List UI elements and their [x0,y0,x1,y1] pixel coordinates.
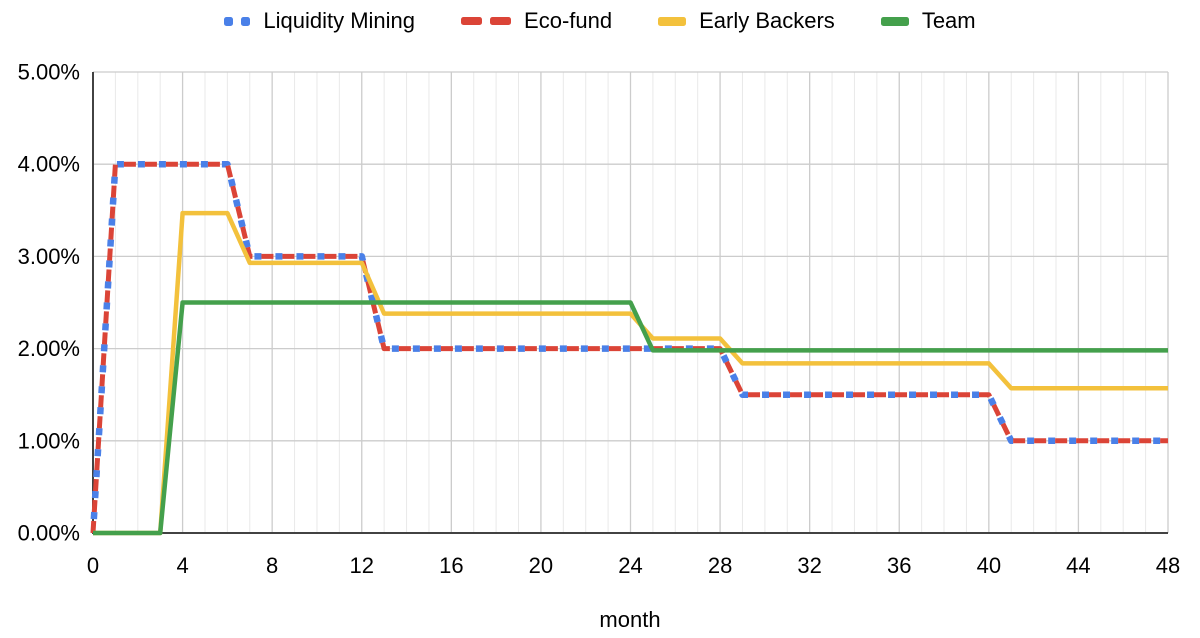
legend-label: Eco-fund [524,8,613,33]
axis-layer [92,72,1168,534]
legend-swatch-segment [461,17,483,25]
x-tick-label: 20 [529,553,553,578]
x-tick-label: 12 [350,553,374,578]
series-line-team [93,300,1168,536]
y-tick-label: 5.00% [18,60,80,85]
x-tick-label: 28 [708,553,732,578]
series-line-eco-fund [90,161,1168,534]
x-tick-label: 4 [176,553,188,578]
chart-legend: Liquidity Mining Eco-fund Early Backers Tea… [0,6,1200,36]
series-layer [89,160,1168,536]
legend-swatch-segment [880,16,909,26]
y-tick-label: 0.00% [18,521,80,546]
legend-swatch-segment [241,16,251,26]
y-tick-label: 1.00% [18,428,80,453]
legend-item-team[interactable]: Team [880,8,976,33]
legend-swatch-segment [490,17,512,25]
legend-label: Liquidity Mining [263,8,416,33]
label-layer: 0 4 8 12 16 20 24 28 32 36 40 44 480.00%1.00%2.00%3.… [18,60,1181,579]
x-tick-label: 48 [1156,553,1180,578]
legend-swatch-solid [880,16,909,26]
y-tick-label: 4.00% [18,152,80,177]
legend-label: Team [921,8,976,33]
y-tick-label: 2.00% [18,336,80,361]
x-tick-label: 24 [618,553,642,578]
legend-item-early-backers[interactable]: Early Backers [658,10,835,32]
x-tick-label: 44 [1066,553,1090,578]
legend-item-liquidity-mining[interactable]: Liquidity Mining [224,10,415,32]
x-tick-label: 36 [887,553,911,578]
legend-swatch-dotted [224,16,251,26]
series-line-early-backers [93,210,1168,536]
x-tick-label: 32 [797,553,821,578]
legend-item-eco-fund[interactable]: Eco-fund [461,10,612,32]
x-tick-label: 0 [87,553,99,578]
y-tick-label: 3.00% [18,244,80,269]
grid-layer [93,71,1169,533]
legend-label: Early Backers [699,8,835,33]
legend-swatch-segment [658,16,687,26]
legend-swatch-dashed [461,17,512,25]
legend-swatch-segment [224,16,234,26]
x-tick-label: 40 [977,553,1001,578]
x-tick-label: 8 [266,553,278,578]
x-axis-title: month [599,607,660,632]
legend-swatch-solid [658,16,687,26]
x-tick-label: 16 [439,553,463,578]
